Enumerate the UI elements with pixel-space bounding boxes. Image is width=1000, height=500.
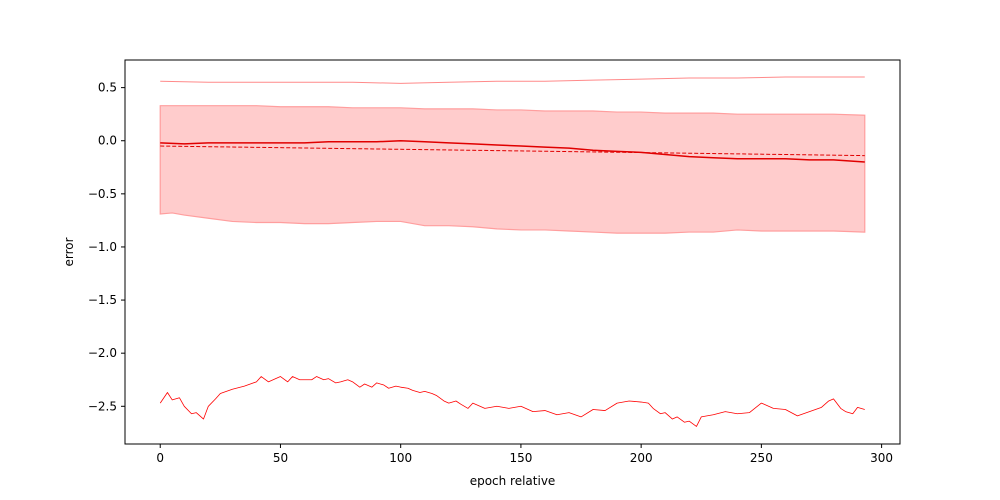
plot-frame (124, 59, 901, 445)
min-series-line (159, 376, 865, 427)
y-tick-label: 0.0 (98, 134, 117, 148)
x-axis-label: epoch relative (470, 474, 556, 488)
confidence-band (159, 105, 866, 234)
x-tick-label: 0 (156, 451, 164, 465)
max-series-line (160, 76, 865, 84)
y-tick-label: −1.0 (88, 240, 117, 254)
y-tick-label: −2.0 (88, 346, 117, 360)
x-tick-label: 300 (870, 451, 893, 465)
mean-series-line (160, 139, 865, 163)
x-tick-label: 100 (389, 451, 412, 465)
y-axis-label: error (62, 237, 76, 266)
y-tick-label: −1.5 (88, 293, 117, 307)
plot-area (159, 76, 866, 427)
axis-ticks: 0 50 100 150 200 250 300 0.5 0.0 −0.5 −1.0 −1.5 −2.0… (88, 81, 893, 465)
y-tick-label: 0.5 (98, 81, 117, 95)
x-tick-label: 150 (509, 451, 532, 465)
y-tick-label: −2.5 (88, 399, 117, 413)
x-tick-label: 250 (750, 451, 773, 465)
x-tick-label: 50 (273, 451, 288, 465)
trend-series-line (160, 145, 865, 157)
x-tick-label: 200 (630, 451, 653, 465)
y-tick-label: −0.5 (88, 187, 117, 201)
